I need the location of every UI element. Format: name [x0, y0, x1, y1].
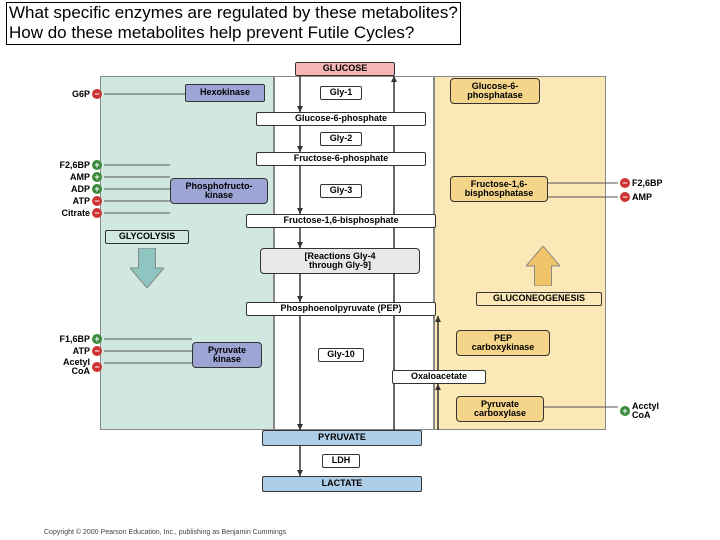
- regulator-label: Acetyl CoA: [54, 358, 90, 376]
- node-hexokinase: Hexokinase: [185, 84, 265, 102]
- bg-column: [100, 76, 274, 430]
- plus-icon: +: [92, 184, 102, 194]
- plus-icon: +: [620, 406, 630, 416]
- node-glycolysis: GLYCOLYSIS: [105, 230, 189, 244]
- plus-icon: +: [92, 160, 102, 170]
- regulator-label: F1,6BP: [54, 335, 90, 344]
- minus-icon: −: [620, 192, 630, 202]
- node-f16bp: Fructose-1,6-bisphosphate: [246, 214, 436, 228]
- node-f6p: Fructose-6-phosphate: [256, 152, 426, 166]
- node-reactions: [Reactions Gly-4 through Gly-9]: [260, 248, 420, 274]
- regulator-label: ATP: [54, 347, 90, 356]
- node-gly10: Gly-10: [318, 348, 364, 362]
- regulator-0: G6P−: [54, 89, 102, 99]
- regulator-label: Acctyl CoA: [632, 402, 668, 420]
- regulator-label: ATP: [54, 197, 90, 206]
- node-g6phos: Glucose-6- phosphatase: [450, 78, 540, 104]
- minus-icon: −: [92, 362, 102, 372]
- minus-icon: −: [92, 196, 102, 206]
- node-gluconeogenesis: GLUCONEOGENESIS: [476, 292, 602, 306]
- question-line2: How do these metabolites help prevent Fu…: [9, 23, 458, 43]
- node-pyruvate: PYRUVATE: [262, 430, 422, 446]
- node-lactate: LACTATE: [262, 476, 422, 492]
- regulator-label: ADP: [54, 185, 90, 194]
- node-glucose: GLUCOSE: [295, 62, 395, 76]
- question-line1: What specific enzymes are regulated by t…: [9, 3, 458, 23]
- regulator-10: −AMP: [620, 192, 668, 202]
- node-g6p: Glucose-6-phosphate: [256, 112, 426, 126]
- regulator-5: Citrate−: [54, 208, 102, 218]
- minus-icon: −: [92, 89, 102, 99]
- regulator-11: +Acctyl CoA: [620, 402, 668, 420]
- node-gly2: Gly-2: [320, 132, 362, 146]
- minus-icon: −: [92, 208, 102, 218]
- regulator-9: −F2,6BP: [620, 178, 668, 188]
- regulator-label: AMP: [54, 173, 90, 182]
- regulator-label: Citrate: [54, 209, 90, 218]
- plus-icon: +: [92, 172, 102, 182]
- regulator-4: ATP−: [54, 196, 102, 206]
- node-pep: Phosphoenolpyruvate (PEP): [246, 302, 436, 316]
- regulator-3: ADP+: [54, 184, 102, 194]
- regulator-8: Acetyl CoA−: [54, 358, 102, 376]
- regulator-label: G6P: [54, 90, 90, 99]
- regulator-label: F2,6BP: [632, 179, 668, 188]
- node-gly1: Gly-1: [320, 86, 362, 100]
- node-pfk: Phosphofructo- kinase: [170, 178, 268, 204]
- node-gly3: Gly-3: [320, 184, 362, 198]
- node-oaa: Oxaloacetate: [392, 370, 486, 384]
- regulator-label: AMP: [632, 193, 668, 202]
- node-pyrkinase: Pyruvate kinase: [192, 342, 262, 368]
- regulator-2: AMP+: [54, 172, 102, 182]
- minus-icon: −: [620, 178, 630, 188]
- regulator-6: F1,6BP+: [54, 334, 102, 344]
- node-ldh: LDH: [322, 454, 360, 468]
- regulator-7: ATP−: [54, 346, 102, 356]
- fat-arrow-up: [526, 246, 560, 286]
- regulator-1: F2,6BP+: [54, 160, 102, 170]
- question-box: What specific enzymes are regulated by t…: [6, 2, 461, 45]
- minus-icon: −: [92, 346, 102, 356]
- copyright: Copyright © 2000 Pearson Education, Inc.…: [44, 529, 286, 536]
- node-pepck: PEP carboxykinase: [456, 330, 550, 356]
- node-fbpase: Fructose-1,6- bisphosphatase: [450, 176, 548, 202]
- node-pyrcarb: Pyruvate carboxylase: [456, 396, 544, 422]
- plus-icon: +: [92, 334, 102, 344]
- fat-arrow-down: [130, 248, 164, 288]
- regulator-label: F2,6BP: [54, 161, 90, 170]
